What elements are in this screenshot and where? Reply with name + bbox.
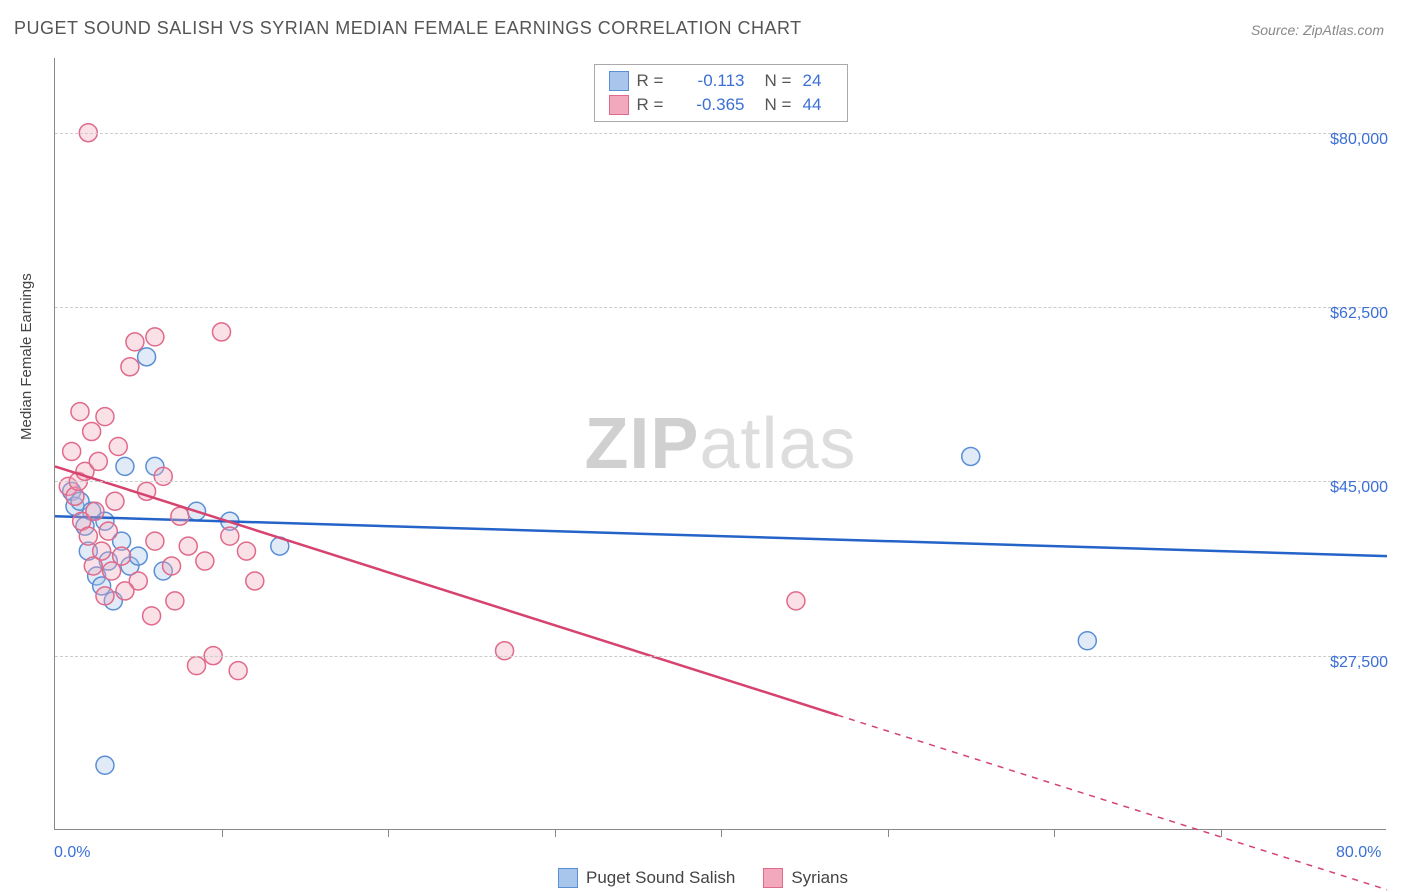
data-point	[171, 507, 189, 525]
series2-name: Syrians	[791, 868, 848, 888]
n-label: N =	[765, 93, 795, 117]
gridline	[55, 307, 1386, 308]
legend-row-series1: R = -0.113 N = 24	[609, 69, 833, 93]
plot-area: ZIPatlas R = -0.113 N = 24 R = -0.365 N …	[54, 58, 1386, 830]
data-point	[126, 333, 144, 351]
r-label: R =	[637, 69, 667, 93]
data-point	[71, 403, 89, 421]
legend-item-series1: Puget Sound Salish	[558, 868, 735, 888]
r-label: R =	[637, 93, 667, 117]
swatch-series2-bottom	[763, 868, 783, 888]
data-point	[106, 492, 124, 510]
trend-line	[55, 466, 838, 715]
x-axis-max-label: 80.0%	[1336, 844, 1381, 862]
data-point	[116, 457, 134, 475]
data-point	[96, 408, 114, 426]
data-point	[221, 527, 239, 545]
swatch-series1	[609, 71, 629, 91]
data-point	[787, 592, 805, 610]
x-tick	[388, 829, 389, 837]
series-legend: Puget Sound Salish Syrians	[558, 868, 848, 888]
data-point	[113, 547, 131, 565]
data-point	[96, 587, 114, 605]
legend-row-series2: R = -0.365 N = 44	[609, 93, 833, 117]
data-point	[246, 572, 264, 590]
data-point	[129, 547, 147, 565]
r-value-series2: -0.365	[675, 93, 745, 117]
chart-title: PUGET SOUND SALISH VS SYRIAN MEDIAN FEMA…	[14, 18, 802, 39]
n-value-series1: 24	[803, 69, 833, 93]
y-tick-label: $62,500	[1330, 305, 1388, 323]
x-tick	[222, 829, 223, 837]
data-point	[962, 447, 980, 465]
data-point	[163, 557, 181, 575]
x-tick	[1054, 829, 1055, 837]
y-tick-label: $45,000	[1330, 479, 1388, 497]
gridline	[55, 656, 1386, 657]
data-point	[146, 532, 164, 550]
data-point	[116, 582, 134, 600]
data-point	[229, 662, 247, 680]
x-axis-min-label: 0.0%	[54, 844, 90, 862]
data-point	[188, 657, 206, 675]
data-point	[1078, 632, 1096, 650]
gridline	[55, 481, 1386, 482]
data-point	[83, 423, 101, 441]
data-point	[86, 502, 104, 520]
x-tick	[888, 829, 889, 837]
n-label: N =	[765, 69, 795, 93]
data-point	[99, 522, 117, 540]
n-value-series2: 44	[803, 93, 833, 117]
data-point	[96, 756, 114, 774]
data-point	[79, 527, 97, 545]
x-tick	[721, 829, 722, 837]
legend-item-series2: Syrians	[763, 868, 848, 888]
data-point	[154, 467, 172, 485]
data-point	[179, 537, 197, 555]
data-point	[213, 323, 231, 341]
y-axis-label: Median Female Earnings	[18, 273, 35, 440]
data-point	[63, 442, 81, 460]
series1-name: Puget Sound Salish	[586, 868, 735, 888]
swatch-series1-bottom	[558, 868, 578, 888]
data-point	[121, 358, 139, 376]
source-attribution: Source: ZipAtlas.com	[1251, 22, 1384, 38]
correlation-legend: R = -0.113 N = 24 R = -0.365 N = 44	[594, 64, 848, 122]
data-point	[138, 348, 156, 366]
data-point	[109, 437, 127, 455]
data-point	[496, 642, 514, 660]
data-point	[89, 452, 107, 470]
r-value-series1: -0.113	[675, 69, 745, 93]
y-tick-label: $80,000	[1330, 131, 1388, 149]
data-point	[166, 592, 184, 610]
data-point	[84, 557, 102, 575]
gridline	[55, 133, 1386, 134]
x-tick	[555, 829, 556, 837]
data-point	[146, 328, 164, 346]
trend-line-dashed	[838, 715, 1387, 890]
y-tick-label: $27,500	[1330, 654, 1388, 672]
swatch-series2	[609, 95, 629, 115]
data-point	[237, 542, 255, 560]
data-point	[143, 607, 161, 625]
scatter-svg	[55, 58, 1386, 829]
data-point	[196, 552, 214, 570]
x-tick	[1221, 829, 1222, 837]
